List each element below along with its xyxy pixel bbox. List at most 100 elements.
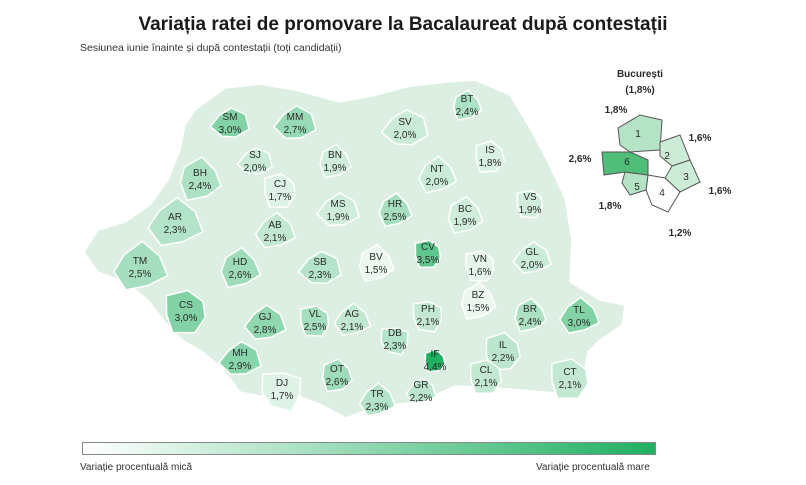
county-bv: BV 1,5% [358, 243, 395, 282]
county-region [465, 250, 495, 282]
county-region [412, 301, 443, 333]
county-code-label: IL [499, 340, 508, 351]
county-bn: BN 1,9% [319, 143, 353, 179]
county-region [319, 143, 353, 179]
county-code-label: SJ [249, 150, 261, 161]
county-value-label: 3,0% [568, 318, 591, 329]
county-code-label: CS [179, 300, 193, 311]
county-tm: TM 2,5% [113, 240, 169, 291]
county-gl: GL 2,0% [512, 240, 552, 274]
county-region [243, 304, 287, 340]
county-if: IF 4,4% [424, 348, 447, 373]
county-region [220, 246, 262, 289]
county-code-label: BH [193, 168, 207, 179]
sector-number-label: 4 [659, 188, 665, 199]
county-code-label: SB [313, 257, 327, 268]
county-value-label: 2,9% [229, 361, 252, 372]
county-code-label: CL [480, 365, 493, 376]
county-value-label: 2,5% [384, 212, 407, 223]
county-value-label: 1,9% [327, 212, 350, 223]
county-ot: OT 2,6% [322, 358, 353, 393]
county-code-label: BV [369, 252, 383, 263]
county-code-label: MH [232, 348, 248, 359]
county-code-label: IS [485, 145, 495, 156]
county-code-label: BT [461, 94, 474, 105]
county-code-label: BN [328, 150, 342, 161]
county-value-label: 2,1% [559, 380, 582, 391]
county-value-label: 2,2% [410, 393, 433, 404]
county-value-label: 2,2% [492, 353, 515, 364]
county-value-label: 1,9% [519, 205, 542, 216]
county-cv: CV 3,5% [414, 239, 442, 268]
county-is: IS 1,8% [475, 140, 506, 173]
county-code-label: BZ [472, 290, 485, 301]
county-code-label: TL [573, 305, 585, 316]
county-code-label: CT [563, 367, 576, 378]
county-gj: GJ 2,8% [243, 304, 287, 340]
sector-value-label: 1,8% [605, 105, 628, 116]
county-code-label: MM [287, 112, 304, 123]
county-code-label: HR [388, 199, 402, 210]
county-value-label: 2,1% [475, 378, 498, 389]
county-region [333, 302, 372, 337]
county-value-label: 1,7% [269, 192, 292, 203]
county-value-label: 2,5% [129, 269, 152, 280]
county-value-label: 2,3% [366, 402, 389, 413]
sector-value-label: 1,6% [709, 186, 732, 197]
county-il: IL 2,2% [485, 331, 522, 371]
county-region [147, 196, 204, 247]
sector-number-label: 6 [624, 157, 630, 168]
county-code-label: HD [233, 257, 247, 268]
county-value-label: 2,4% [456, 107, 479, 118]
county-region [514, 297, 548, 333]
county-region [315, 191, 360, 227]
county-value-label: 2,3% [309, 270, 332, 281]
county-code-label: VL [309, 309, 322, 320]
county-ar: AR 2,3% [147, 196, 204, 247]
sector-number-label: 1 [635, 129, 641, 140]
county-code-label: NT [430, 164, 443, 175]
county-region [378, 192, 413, 228]
county-code-label: AR [168, 212, 182, 223]
sector-number-label: 5 [634, 182, 640, 193]
county-code-label: VN [473, 254, 487, 265]
county-value-label: 2,4% [189, 181, 212, 192]
county-code-label: CV [421, 242, 435, 253]
county-value-label: 2,3% [384, 341, 407, 352]
county-value-label: 1,7% [271, 391, 294, 402]
county-bz: BZ 1,5% [460, 281, 497, 320]
county-ms: MS 1,9% [315, 191, 360, 227]
county-bt: BT 2,4% [452, 89, 483, 121]
county-cl: CL 2,1% [469, 359, 502, 394]
county-value-label: 2,7% [284, 125, 307, 136]
county-vl: VL 2,5% [300, 305, 330, 337]
county-region [558, 296, 601, 334]
county-mh: MH 2,9% [217, 340, 262, 376]
county-cj: CJ 1,7% [263, 173, 296, 208]
county-sb: SB 2,3% [297, 250, 342, 285]
legend-low-label: Variație procentuală mică [80, 462, 193, 473]
county-region [485, 331, 522, 371]
sector-value-label: 1,8% [599, 201, 622, 212]
county-vs: VS 1,9% [516, 189, 543, 219]
bucharest-title: București [617, 69, 663, 80]
bucharest-sector-3: 3 1,6% [664, 159, 732, 197]
county-code-label: BC [458, 204, 472, 215]
sector-value-label: 2,6% [569, 154, 592, 165]
county-value-label: 2,1% [417, 317, 440, 328]
county-code-label: VS [523, 192, 537, 203]
county-tr: TR 2,3% [358, 382, 397, 417]
sector-number-label: 3 [683, 172, 689, 183]
map-title: Variația ratei de promovare la Bacalaure… [138, 14, 668, 35]
county-bc: BC 1,9% [447, 195, 484, 234]
county-region [414, 239, 442, 268]
county-region [113, 240, 169, 291]
county-value-label: 1,8% [479, 158, 502, 169]
county-code-label: DB [388, 328, 402, 339]
county-code-label: CJ [274, 179, 286, 190]
bucharest-inset: București (1,8%) 1 1,8% 2 1,6% 3 1,6% 4 1,2% 5 1,8%… [569, 69, 732, 239]
county-sv: SV 2,0% [380, 109, 429, 146]
county-code-label: GR [414, 380, 429, 391]
county-code-label: SV [398, 117, 412, 128]
county-region [424, 348, 446, 373]
